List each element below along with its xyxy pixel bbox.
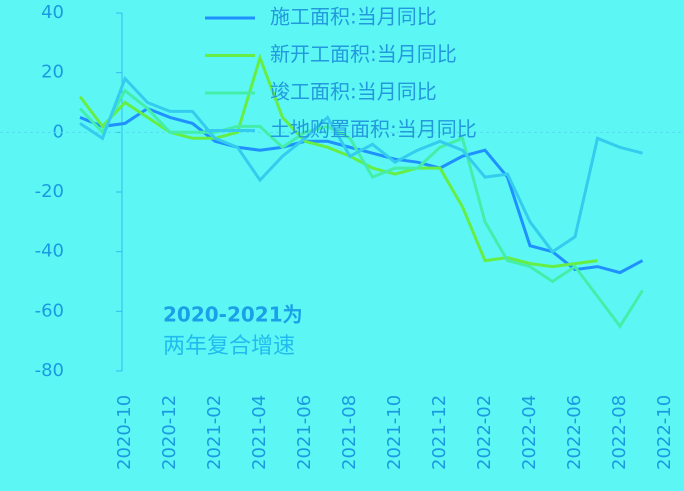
x-tick-label: 2020-10 xyxy=(114,395,135,470)
series-line xyxy=(78,88,644,329)
x-tick-label: 2021-10 xyxy=(384,395,405,470)
x-tick-label: 2021-04 xyxy=(249,395,270,470)
legend-label: 竣工面积:当月同比 xyxy=(270,80,437,104)
x-tick-label: 2021-12 xyxy=(429,395,450,470)
x-tick-label: 2022-08 xyxy=(609,395,630,470)
x-tick-label: 2021-06 xyxy=(294,395,315,470)
y-tick-label: 0 xyxy=(53,121,64,142)
annotation: 两年复合增速 xyxy=(163,334,295,359)
y-tick-label: -40 xyxy=(35,241,64,262)
x-tick-label: 2021-08 xyxy=(339,395,360,470)
annotation: 2020-2021为 xyxy=(163,303,303,327)
series-line xyxy=(79,75,643,254)
y-tick-label: -20 xyxy=(35,181,64,202)
x-tick-label: 2020-12 xyxy=(159,395,180,470)
y-tick-label: -80 xyxy=(35,360,64,381)
x-tick-label: 2022-02 xyxy=(474,395,495,470)
legend-label: 土地购置面积:当月同比 xyxy=(270,117,477,141)
y-tick-label: 40 xyxy=(41,2,64,23)
legend-label: 施工面积:当月同比 xyxy=(270,5,437,29)
x-tick-label: 2022-04 xyxy=(519,395,540,470)
x-tick-label: 2022-06 xyxy=(564,395,585,470)
x-tick-label: 2022-10 xyxy=(654,395,675,470)
y-tick-label: 20 xyxy=(41,62,64,83)
y-tick-label: -60 xyxy=(35,300,64,321)
legend-label: 新开工面积:当月同比 xyxy=(270,42,457,66)
x-tick-label: 2021-02 xyxy=(204,395,225,470)
